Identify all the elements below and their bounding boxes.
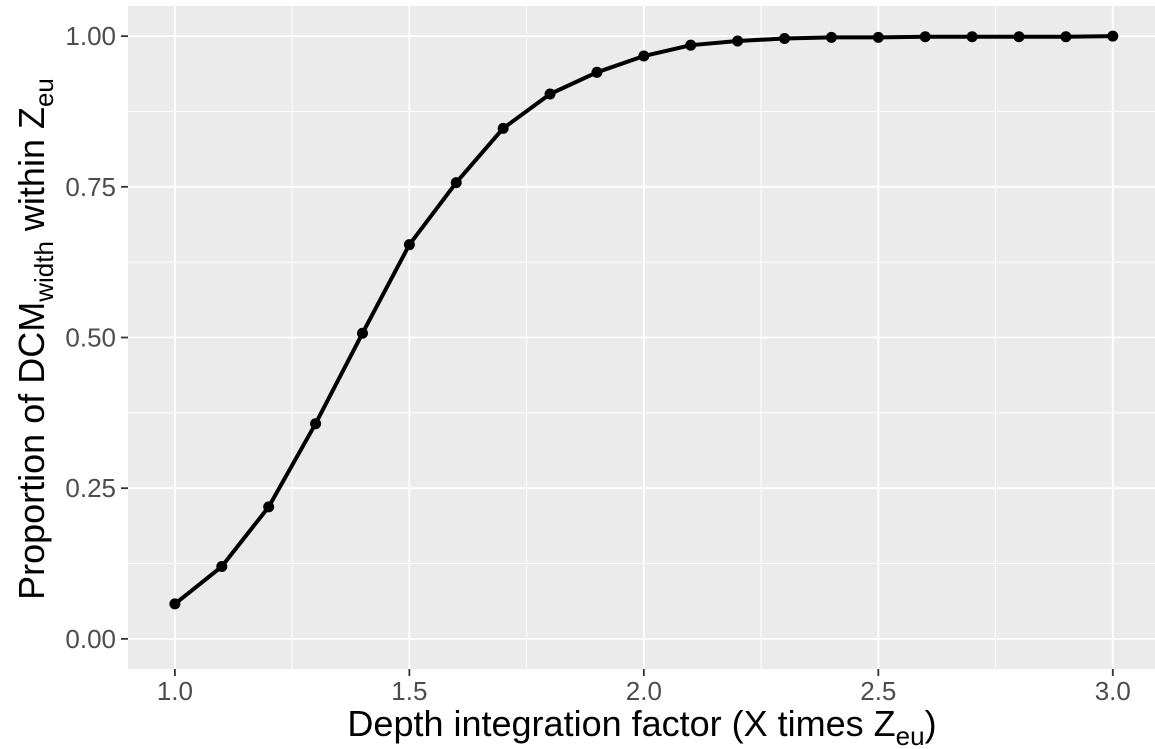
data-point <box>310 418 322 430</box>
axis-ticks <box>121 35 1114 676</box>
x-tick-label: 2.5 <box>860 676 896 706</box>
x-tick-labels: 1.0 1.5 2.0 2.5 3.0 <box>157 676 1131 706</box>
data-point <box>732 35 744 47</box>
x-axis-title: Depth integration factor (X times Zeu) <box>347 703 936 749</box>
y-axis-title: Proportion of DCMwidth within Zeu <box>11 78 59 600</box>
data-point <box>779 33 791 45</box>
data-point <box>966 31 978 43</box>
y-tick-label: 0.25 <box>65 473 116 503</box>
y-tick-label: 0.75 <box>65 172 116 202</box>
data-point <box>591 66 603 78</box>
data-point <box>638 50 650 62</box>
y-tick-labels: 0.00 0.25 0.50 0.75 1.00 <box>65 21 116 654</box>
data-point <box>919 31 931 43</box>
major-gridlines <box>128 6 1155 669</box>
data-point <box>1107 30 1119 42</box>
data-point <box>169 598 181 610</box>
data-point <box>872 31 884 43</box>
data-point <box>544 88 556 100</box>
x-tick-label: 1.5 <box>391 676 427 706</box>
data-point <box>1060 31 1072 43</box>
data-point <box>263 501 275 513</box>
data-point <box>356 327 368 339</box>
data-point <box>403 239 415 251</box>
y-tick-label: 0.00 <box>65 624 116 654</box>
x-tick-label: 1.0 <box>157 676 193 706</box>
y-tick-label: 0.50 <box>65 323 116 353</box>
series-points <box>169 30 1119 610</box>
data-point <box>685 39 697 51</box>
data-point <box>216 561 228 573</box>
x-tick-label: 2.0 <box>626 676 662 706</box>
data-point <box>497 122 509 134</box>
data-point <box>825 31 837 43</box>
data-point <box>450 177 462 189</box>
data-point <box>1013 31 1025 43</box>
y-tick-label: 1.00 <box>65 21 116 51</box>
x-tick-label: 3.0 <box>1095 676 1131 706</box>
